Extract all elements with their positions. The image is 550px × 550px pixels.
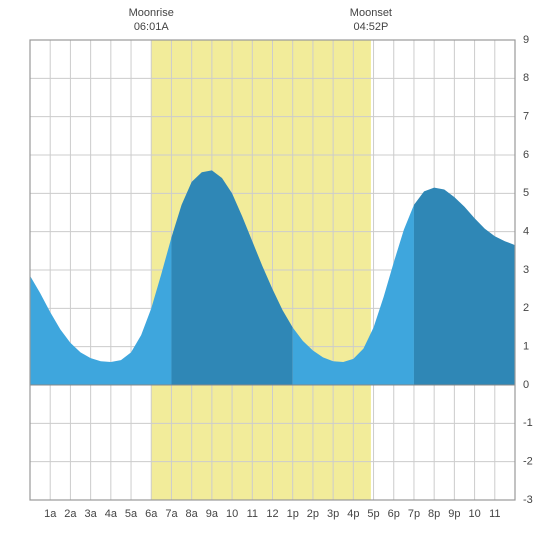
x-tick-label: 4a (105, 508, 118, 520)
y-tick-label: 8 (523, 72, 529, 84)
y-tick-label: 3 (523, 264, 529, 276)
x-tick-label: 6a (145, 508, 158, 520)
x-tick-label: 3a (85, 508, 98, 520)
moonset-title: Moonset (341, 6, 401, 20)
x-tick-label: 2p (307, 508, 319, 520)
x-tick-label: 8a (186, 508, 199, 520)
y-tick-label: 2 (523, 302, 529, 314)
y-tick-label: 4 (523, 226, 529, 238)
y-tick-label: -1 (523, 417, 533, 429)
x-tick-label: 7p (408, 508, 420, 520)
x-tick-label: 2a (64, 508, 77, 520)
x-tick-label: 10 (226, 508, 238, 520)
x-tick-label: 1p (287, 508, 299, 520)
x-tick-label: 5p (367, 508, 379, 520)
tide-moon-chart: Moonrise 06:01A Moonset 04:52P -3-2-1012… (0, 0, 550, 550)
moonrise-title: Moonrise (121, 6, 181, 20)
x-tick-label: 1a (44, 508, 57, 520)
moonrise-time: 06:01A (121, 20, 181, 34)
x-tick-label: 4p (347, 508, 359, 520)
y-tick-label: 5 (523, 187, 529, 199)
y-tick-label: -3 (523, 494, 533, 506)
x-tick-label: 5a (125, 508, 138, 520)
x-tick-label: 11 (489, 508, 500, 520)
x-tick-label: 3p (327, 508, 339, 520)
x-tick-label: 11 (247, 508, 258, 520)
x-tick-label: 9p (448, 508, 460, 520)
y-tick-label: 1 (523, 341, 529, 353)
y-tick-label: 7 (523, 111, 529, 123)
moonset-annotation: Moonset 04:52P (341, 6, 401, 34)
x-tick-label: 9a (206, 508, 219, 520)
x-tick-label: 12 (266, 508, 278, 520)
y-tick-label: -2 (523, 456, 533, 468)
moonset-time: 04:52P (341, 20, 401, 34)
y-tick-label: 0 (523, 379, 529, 391)
x-tick-label: 7a (165, 508, 178, 520)
moonrise-annotation: Moonrise 06:01A (121, 6, 181, 34)
x-tick-label: 8p (428, 508, 440, 520)
y-tick-label: 6 (523, 149, 529, 161)
y-tick-label: 9 (523, 34, 529, 46)
x-tick-label: 6p (388, 508, 400, 520)
x-tick-label: 10 (468, 508, 480, 520)
chart-svg: -3-2-101234567891a2a3a4a5a6a7a8a9a101112… (0, 0, 550, 550)
